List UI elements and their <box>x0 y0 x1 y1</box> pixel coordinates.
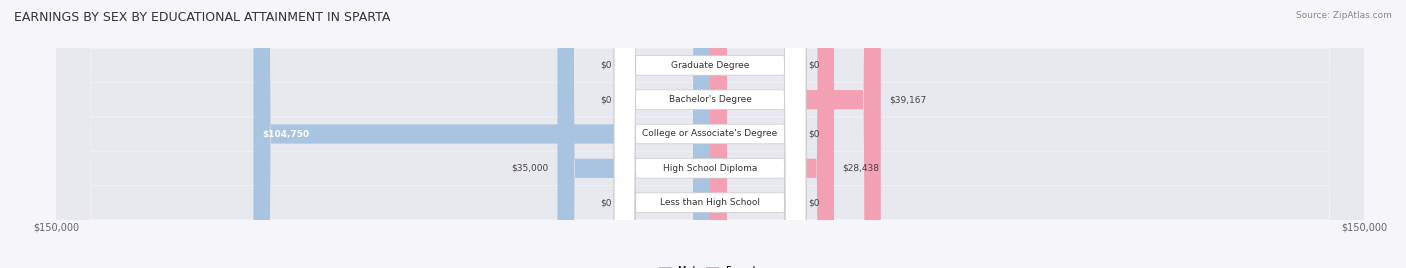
FancyBboxPatch shape <box>614 0 806 268</box>
Text: $0: $0 <box>808 129 820 139</box>
FancyBboxPatch shape <box>614 0 806 268</box>
Text: $39,167: $39,167 <box>890 95 927 104</box>
Text: $0: $0 <box>600 95 612 104</box>
FancyBboxPatch shape <box>614 0 806 268</box>
FancyBboxPatch shape <box>56 0 1364 268</box>
Text: $35,000: $35,000 <box>512 164 548 173</box>
FancyBboxPatch shape <box>56 0 1364 268</box>
FancyBboxPatch shape <box>710 0 880 268</box>
FancyBboxPatch shape <box>614 0 806 268</box>
Text: Less than High School: Less than High School <box>659 198 761 207</box>
FancyBboxPatch shape <box>56 0 1364 268</box>
Text: College or Associate's Degree: College or Associate's Degree <box>643 129 778 139</box>
Text: $28,438: $28,438 <box>842 164 880 173</box>
Text: Bachelor's Degree: Bachelor's Degree <box>669 95 751 104</box>
FancyBboxPatch shape <box>56 0 1364 268</box>
FancyBboxPatch shape <box>614 0 806 268</box>
Text: $0: $0 <box>600 198 612 207</box>
FancyBboxPatch shape <box>710 0 834 268</box>
Legend: Male, Female: Male, Female <box>655 262 765 268</box>
Text: High School Diploma: High School Diploma <box>662 164 758 173</box>
Text: Source: ZipAtlas.com: Source: ZipAtlas.com <box>1296 11 1392 20</box>
Text: $0: $0 <box>808 61 820 70</box>
FancyBboxPatch shape <box>56 0 1364 268</box>
Text: $0: $0 <box>808 198 820 207</box>
Text: Graduate Degree: Graduate Degree <box>671 61 749 70</box>
FancyBboxPatch shape <box>557 0 710 268</box>
FancyBboxPatch shape <box>253 0 710 268</box>
Text: $104,750: $104,750 <box>262 129 309 139</box>
Text: EARNINGS BY SEX BY EDUCATIONAL ATTAINMENT IN SPARTA: EARNINGS BY SEX BY EDUCATIONAL ATTAINMEN… <box>14 11 391 24</box>
Text: $0: $0 <box>600 61 612 70</box>
